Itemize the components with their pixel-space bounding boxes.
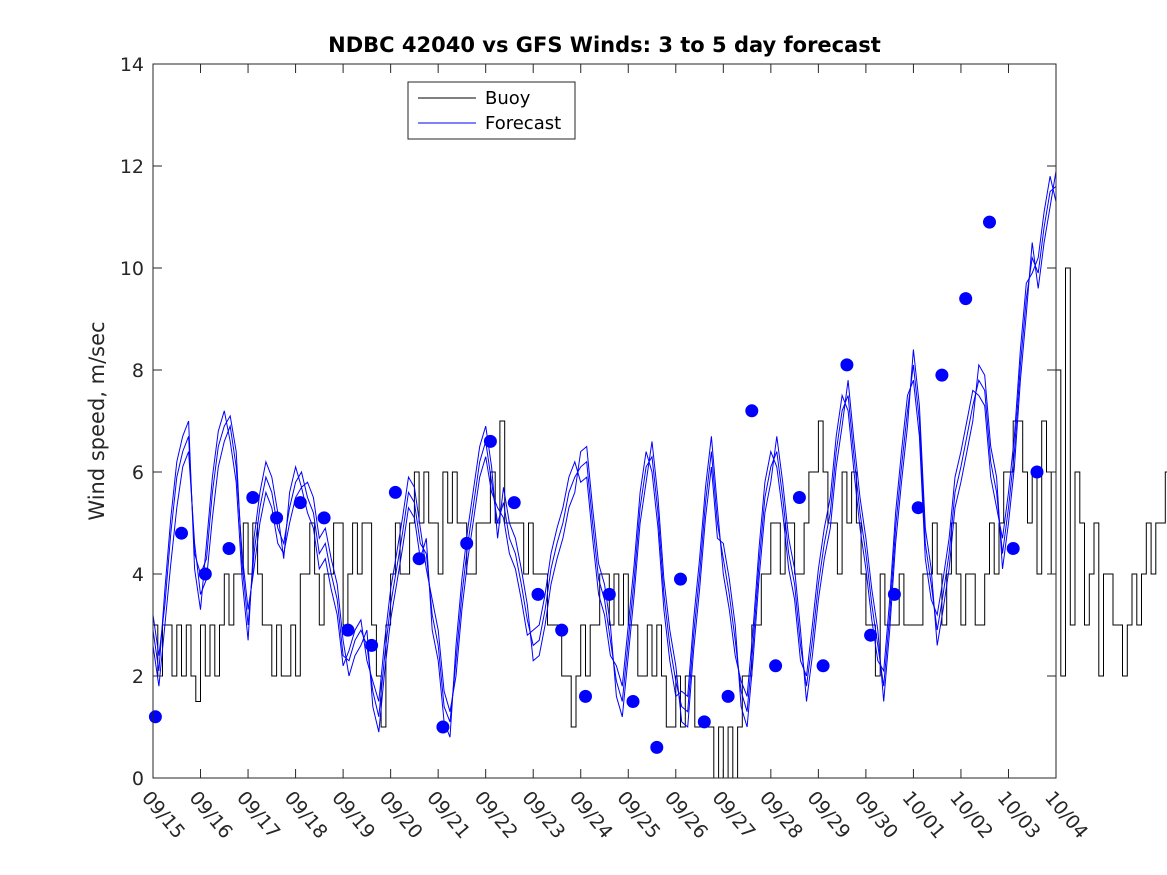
forecast-point — [792, 491, 806, 504]
forecast-point — [388, 485, 402, 499]
forecast-point — [341, 623, 355, 637]
y-axis: 0 2 4 6 8 10 12 14 — [120, 54, 1056, 790]
forecast-point — [959, 292, 973, 306]
legend: Buoy Forecast — [407, 81, 576, 140]
forecast-point — [887, 587, 901, 601]
y-tick-label: 12 — [120, 156, 144, 178]
y-tick-label: 8 — [132, 360, 144, 382]
y-axis-label: Wind speed, m/sec — [85, 321, 109, 520]
forecast-point — [507, 496, 521, 510]
forecast-point — [198, 567, 212, 581]
forecast-point — [721, 689, 735, 703]
forecast-point — [412, 552, 426, 566]
forecast-point — [436, 720, 450, 734]
plot-area — [153, 64, 1056, 778]
forecast-point — [460, 536, 474, 550]
chart-title: NDBC 42040 vs GFS Winds: 3 to 5 day fore… — [328, 33, 881, 57]
forecast-point — [365, 638, 379, 652]
forecast-point — [911, 501, 925, 515]
forecast-point — [935, 368, 949, 382]
forecast-line-3 — [152, 171, 1057, 738]
y-tick-label: 14 — [120, 54, 144, 76]
y-tick-label: 6 — [132, 462, 144, 484]
forecast-point — [246, 491, 260, 504]
forecast-point — [626, 695, 640, 708]
forecast-point — [555, 623, 569, 637]
forecast-point — [222, 542, 236, 555]
forecast-point — [983, 215, 996, 229]
forecast-point — [270, 511, 284, 525]
forecast-point — [175, 526, 188, 540]
plot-frame — [152, 63, 1057, 779]
legend-forecast-label: Forecast — [485, 113, 561, 134]
forecast-point — [840, 358, 854, 372]
forecast-point — [293, 496, 307, 510]
forecast-point — [1030, 465, 1044, 479]
forecast-point — [745, 404, 759, 418]
forecast-line-1 — [152, 186, 1057, 723]
forecast-point — [816, 659, 830, 673]
y-tick-label: 2 — [132, 666, 144, 688]
forecast-point — [602, 587, 616, 601]
forecast-point — [1006, 542, 1020, 555]
forecast-point — [531, 587, 545, 601]
forecast-line-2 — [152, 176, 1057, 712]
y-tick-label: 0 — [132, 768, 144, 790]
forecast-series — [152, 171, 1057, 738]
legend-box — [407, 81, 576, 140]
verification-markers — [148, 215, 1044, 754]
forecast-point — [317, 511, 331, 525]
forecast-point — [674, 572, 687, 586]
forecast-point — [864, 628, 878, 642]
forecast-point — [697, 715, 711, 729]
forecast-point — [483, 434, 497, 448]
forecast-point — [579, 689, 592, 703]
y-tick-label: 10 — [120, 258, 144, 280]
forecast-point — [148, 710, 162, 724]
forecast-point — [769, 659, 783, 673]
y-tick-label: 4 — [132, 564, 144, 586]
legend-buoy-label: Buoy — [485, 88, 531, 109]
forecast-point — [650, 740, 664, 754]
